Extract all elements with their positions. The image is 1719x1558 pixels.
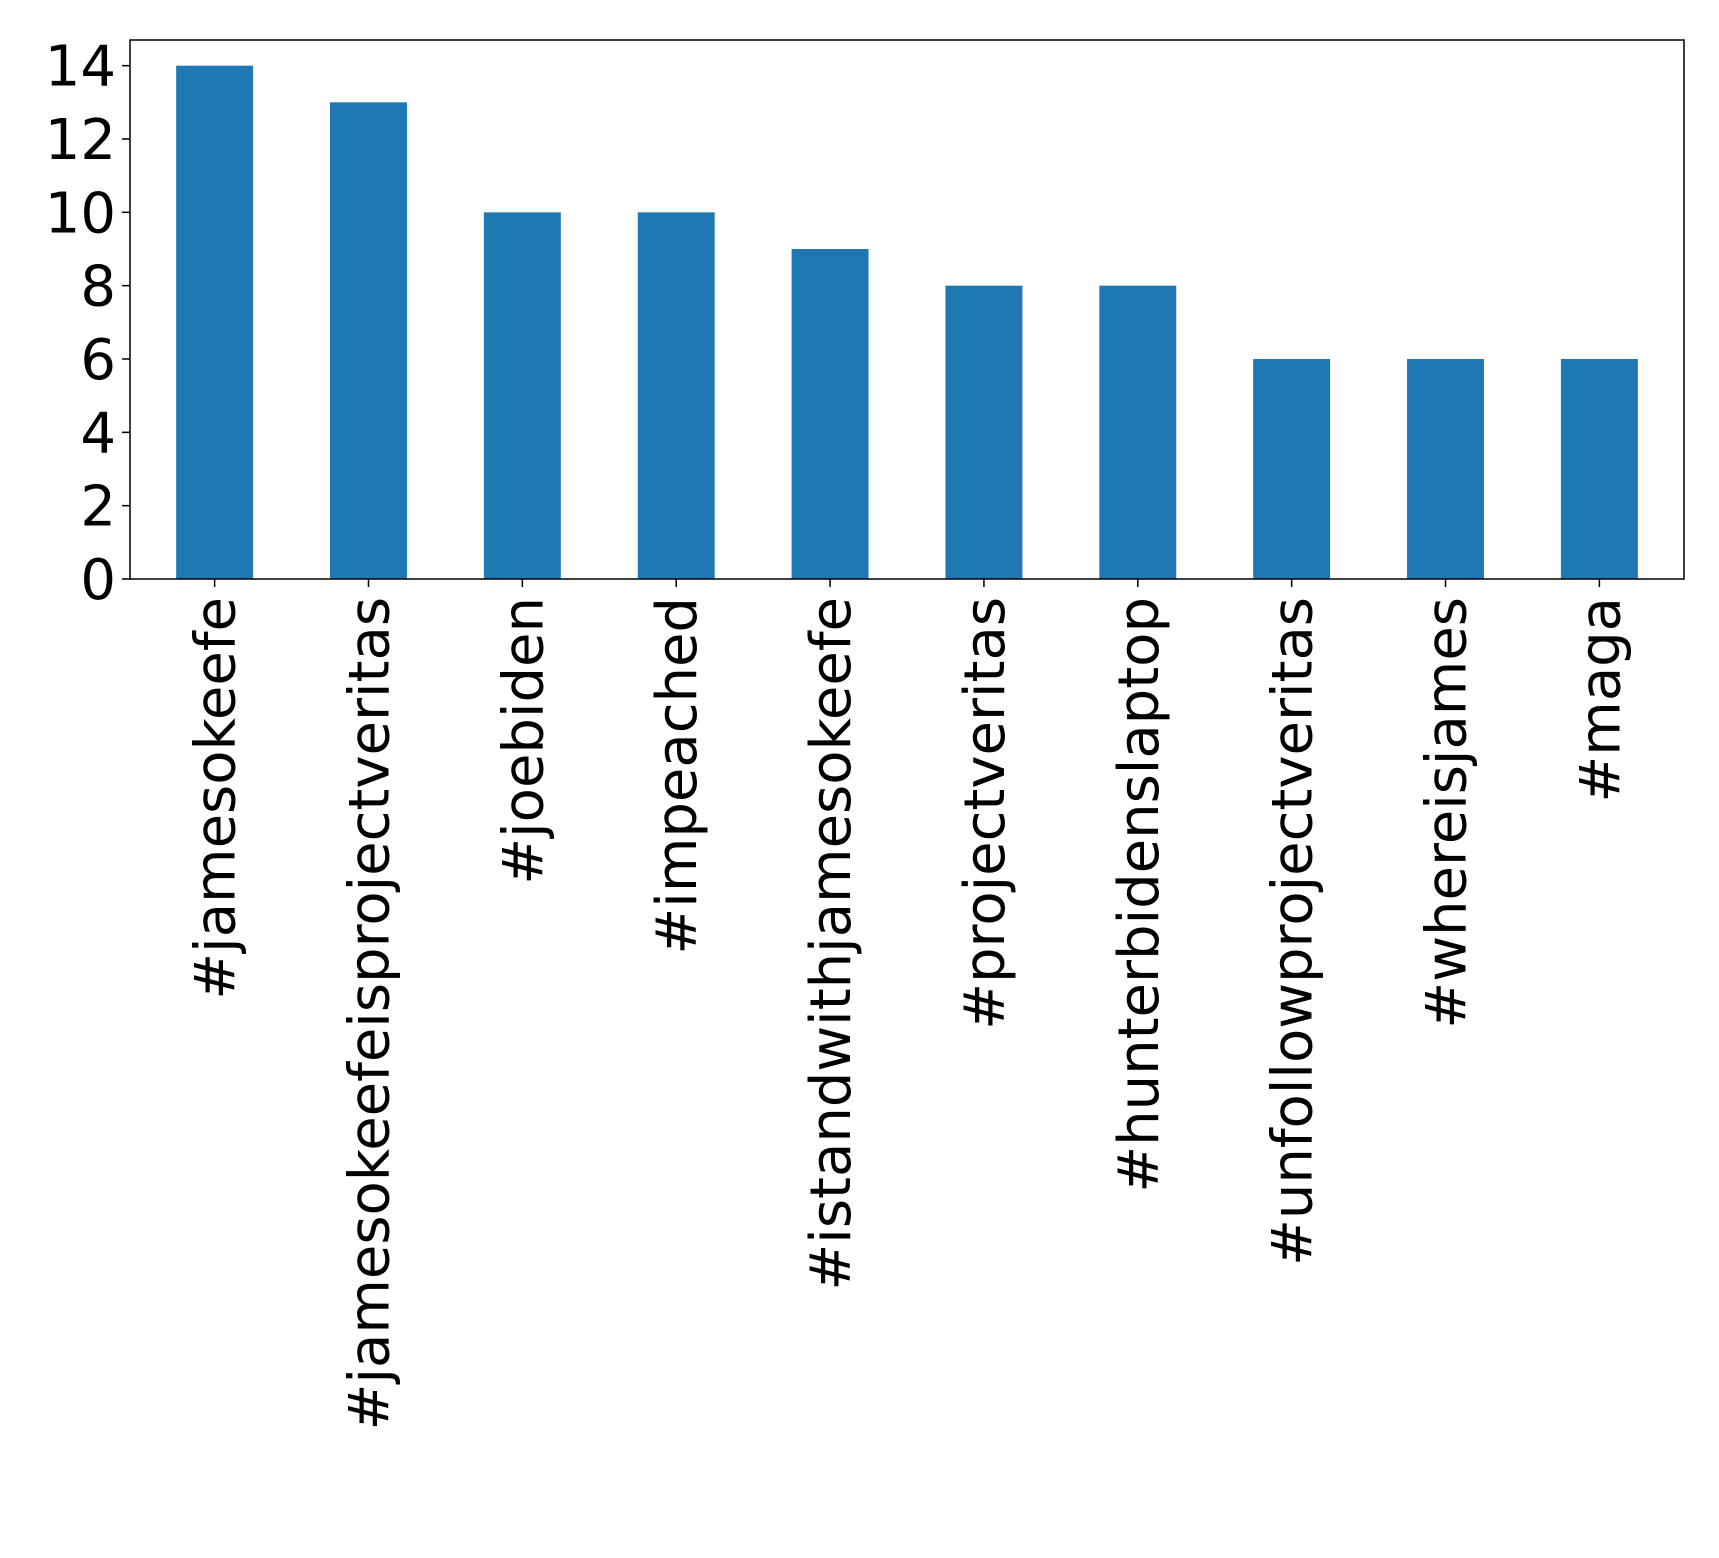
x-tick-label: #jamesokeefe [184,597,249,1000]
y-tick-label: 0 [80,548,116,613]
plot-frame [129,39,1685,580]
y-tick-label: 10 [45,181,116,246]
x-tick-label: #hunterbidenslaptop [1107,597,1172,1193]
y-tick-label: 4 [80,401,116,466]
bar [791,249,869,579]
y-tick-label: 8 [80,255,116,320]
bar [1099,285,1177,579]
bar [1253,359,1331,579]
bar [330,102,407,579]
y-tick-label: 6 [80,328,116,393]
x-tick-label: #jamesokeefeisprojectveritas [337,597,402,1430]
bar [945,285,1023,579]
x-tick-label: #whereisjames [1415,597,1480,1029]
bar [637,212,715,580]
x-tick-label: #joebiden [491,597,556,885]
x-tick-label: #unfollowprojectveritas [1261,597,1326,1266]
x-tick-label: #istandwithjamesokeefe [799,597,864,1291]
bar [176,65,254,579]
bar [1560,359,1638,579]
x-tick-label: #impeached [645,597,710,955]
bars-layer [176,65,1638,580]
bar [1407,359,1484,579]
y-tick-label: 12 [45,108,116,173]
bar [483,212,561,580]
y-tick-label: 2 [80,475,116,540]
x-tick-label: #projectveritas [953,597,1018,1030]
x-axis-ticks: #jamesokeefe #jamesokeefeisprojectveritas… [184,579,1633,1430]
y-tick-label: 14 [45,35,116,100]
y-axis-ticks: 0 2 4 6 8 10 12 14 [45,35,130,613]
x-tick-label: #maga [1568,597,1633,803]
